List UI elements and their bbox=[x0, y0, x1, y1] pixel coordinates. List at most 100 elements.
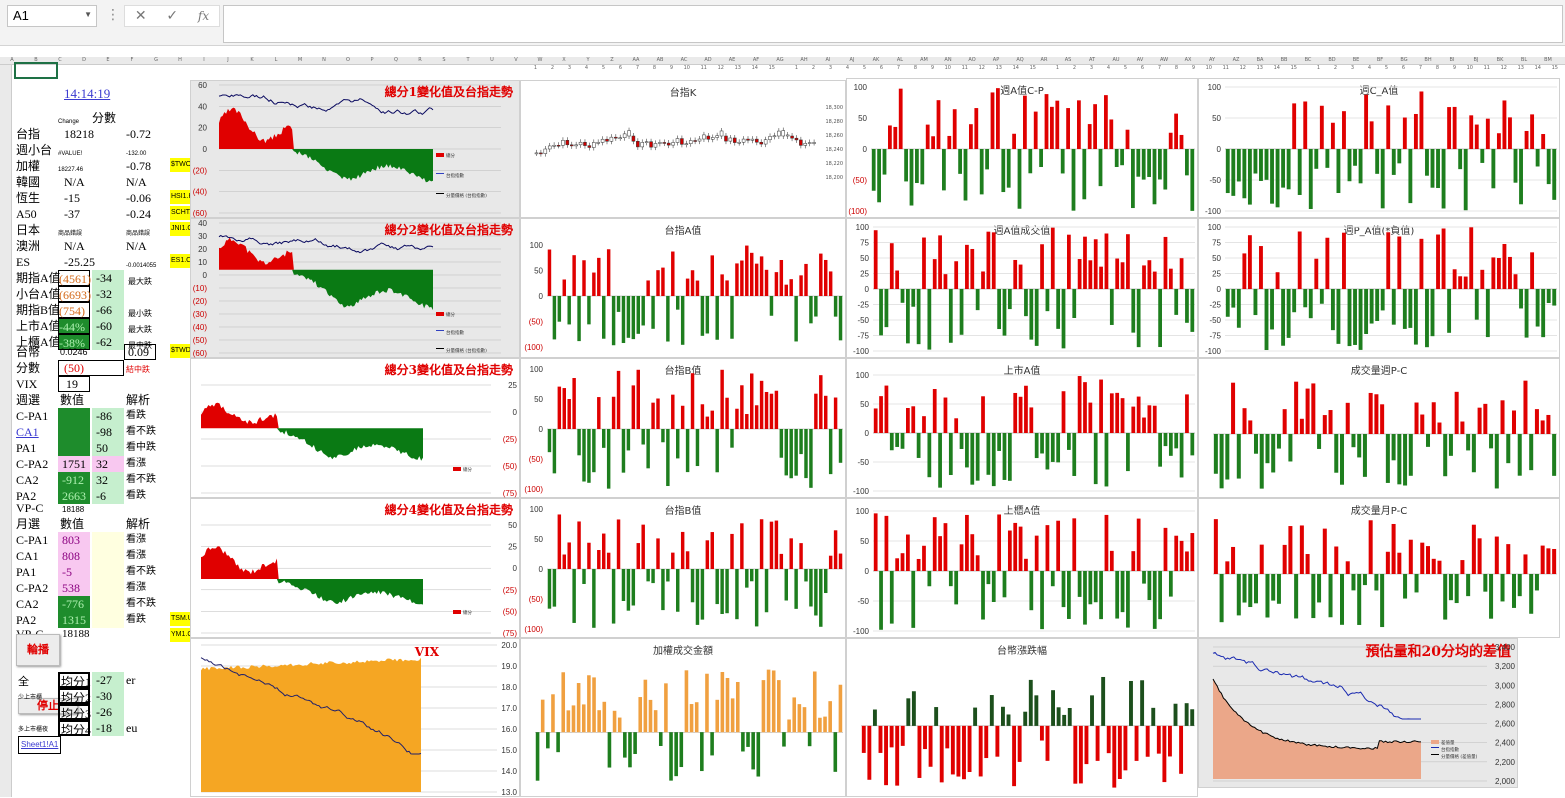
more-icon: ⋮ bbox=[106, 7, 120, 23]
monthly-value: -5 bbox=[58, 564, 90, 580]
bar bbox=[1095, 725, 1100, 761]
row-change: -0.78 bbox=[126, 159, 151, 173]
chart-trend2[interactable]: 總分2變化值及台指走勢 40 30 20 10 0 (10) (20) (30) (40) (50)… bbox=[190, 218, 520, 358]
bar bbox=[679, 732, 684, 768]
function-icon[interactable]: fx bbox=[197, 9, 210, 23]
y-tick-label: -75 bbox=[1209, 332, 1221, 341]
bar bbox=[572, 378, 576, 429]
a-score: -62 bbox=[92, 334, 124, 350]
bar bbox=[1136, 149, 1141, 177]
chart-volmpc[interactable]: 成交量月P-C bbox=[1198, 498, 1560, 638]
chart-trend1[interactable]: 總分1變化值及台指走勢 60 40 20 0 (20) (40) (60) 總分 台指指數 分量價格… bbox=[190, 80, 520, 218]
formula-input[interactable] bbox=[223, 5, 1563, 43]
time-link[interactable]: 14:14:19 bbox=[64, 86, 111, 101]
bar bbox=[750, 569, 754, 582]
y-tick-label: 100 bbox=[856, 371, 870, 380]
bar bbox=[997, 289, 1001, 330]
row-label: 澳洲 bbox=[16, 239, 41, 253]
bar bbox=[705, 540, 710, 569]
y-tick-label: -25 bbox=[1209, 301, 1221, 310]
bar bbox=[1242, 408, 1247, 434]
broadcast-button[interactable]: 輪播 bbox=[16, 634, 60, 666]
bar bbox=[1308, 149, 1313, 210]
y-tick-label: 0 bbox=[1217, 285, 1222, 294]
enter-icon[interactable]: ✓ bbox=[166, 8, 179, 24]
avg-box[interactable]: 均分4 bbox=[58, 720, 91, 737]
bar bbox=[1106, 725, 1111, 754]
bar bbox=[784, 284, 788, 296]
bar bbox=[990, 92, 995, 149]
bar bbox=[1466, 434, 1471, 451]
chart-tb[interactable]: 台指B值 100 50 0 (50) (100) bbox=[520, 358, 846, 498]
chevron-down-icon[interactable]: ▼ bbox=[84, 10, 92, 19]
chart-trend3[interactable]: 總分3變化值及台指走勢 25 0 (25) (50) (75) 總分 bbox=[190, 358, 520, 498]
selected-cell[interactable] bbox=[14, 62, 58, 79]
bar bbox=[1494, 536, 1499, 574]
bar bbox=[1437, 560, 1442, 574]
bar bbox=[1101, 676, 1106, 726]
avg-box[interactable]: 均分3 bbox=[58, 704, 91, 721]
vpc2-value: 18188 bbox=[62, 628, 90, 640]
chart-wcp[interactable]: 週A值C-P 100 50 0 (50) (100) bbox=[846, 78, 1198, 218]
bar bbox=[799, 543, 803, 569]
avg-box[interactable]: 均分2 bbox=[58, 688, 91, 705]
bar bbox=[552, 429, 557, 474]
y-tick-label: 50 bbox=[508, 521, 517, 530]
bar bbox=[1168, 132, 1173, 149]
chart-lista[interactable]: 上市A值 100 50 0 -50 -100 bbox=[846, 358, 1198, 498]
chart-wpa[interactable]: 週P_A值(*負值) 100 75 50 25 0 -25 -50 -75 -100 bbox=[1198, 218, 1560, 358]
y-tick-label: 40 bbox=[198, 219, 207, 228]
bar bbox=[648, 699, 653, 733]
bar bbox=[774, 272, 779, 296]
chart-wvol[interactable]: 週A值成交值 100 75 50 25 0 -25 -50 -75 -100 bbox=[846, 218, 1198, 358]
chart-wca[interactable]: 週C_A值 100 50 0 -50 -100 bbox=[1198, 78, 1560, 218]
bar bbox=[1322, 415, 1327, 434]
bar bbox=[1534, 409, 1539, 434]
bar bbox=[547, 569, 552, 609]
chart-volwpc[interactable]: 成交量週P-C bbox=[1198, 358, 1560, 498]
weekly-score: 50 bbox=[92, 440, 124, 456]
bar bbox=[546, 732, 550, 749]
bar bbox=[1028, 149, 1033, 174]
bar bbox=[1179, 134, 1184, 149]
bar bbox=[895, 270, 900, 289]
bar bbox=[1364, 94, 1369, 149]
avg-box[interactable]: 均分1 bbox=[58, 672, 91, 689]
bar bbox=[621, 569, 626, 601]
bar bbox=[680, 405, 685, 429]
y-tick-label: 19.0 bbox=[501, 662, 517, 671]
cancel-icon[interactable]: ✕ bbox=[134, 8, 147, 24]
bar bbox=[1403, 434, 1408, 486]
bar bbox=[572, 255, 576, 296]
chart-k[interactable]: 台指K 18,300 18,280 18,260 18,240 18,220 18,200 bbox=[520, 80, 846, 218]
bar bbox=[884, 515, 889, 571]
weekly-score: -6 bbox=[92, 488, 124, 504]
bar bbox=[1163, 236, 1168, 289]
bar bbox=[1347, 289, 1352, 347]
y-tick-label: 75 bbox=[860, 239, 869, 248]
bar bbox=[1414, 574, 1419, 593]
bar bbox=[1485, 289, 1490, 338]
bar bbox=[932, 517, 937, 571]
chart-trend4[interactable]: 總分4變化值及台指走勢 50 25 0 (25) (50) (75) 總分 bbox=[190, 498, 520, 638]
chart-tb2-title: 台指B值 bbox=[664, 506, 702, 517]
chart-ta[interactable]: 台指A值 100 50 0 (50) (100) bbox=[520, 218, 846, 358]
chart-tb2[interactable]: 台指B值 100 50 0 (50) (100) bbox=[520, 498, 846, 638]
bar bbox=[1540, 545, 1545, 574]
chart-otca[interactable]: 上櫃A值 100 50 0 -50 -100 bbox=[846, 498, 1198, 638]
sheet-link[interactable]: Sheet1!A1 bbox=[18, 736, 62, 754]
chart-turnover[interactable]: 加權成交金額 bbox=[520, 638, 846, 797]
bar bbox=[730, 296, 734, 339]
weekly-label: C-PA1 bbox=[16, 409, 49, 423]
candle bbox=[587, 145, 592, 148]
bar bbox=[1162, 725, 1167, 783]
chart-twd[interactable]: 台幣漲跌幅 bbox=[846, 638, 1198, 797]
y-tick-label: 18,240 bbox=[826, 147, 844, 153]
candle bbox=[662, 142, 667, 144]
name-box[interactable]: A1 ▼ bbox=[7, 5, 97, 27]
chart-est[interactable]: 預估量和20分均的差值 3,400 3,200 3,000 2,800 2,600 2,40… bbox=[1198, 638, 1518, 788]
bar bbox=[1420, 542, 1425, 574]
bar bbox=[1029, 407, 1034, 433]
chart-vix[interactable]: VIX 20.0 19.0 18.0 17.0 16.0 15.0 14.0 13.0 bbox=[190, 638, 520, 797]
y-tick-label: (100) bbox=[848, 207, 867, 216]
